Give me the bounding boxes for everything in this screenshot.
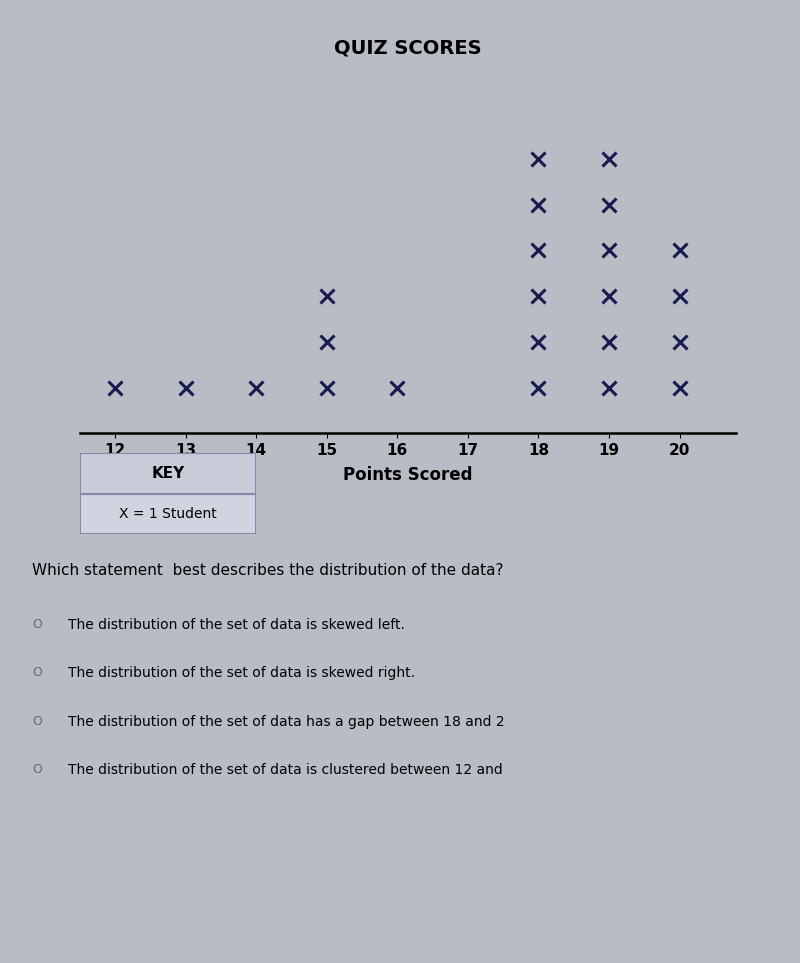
Text: KEY: KEY	[151, 465, 185, 481]
X-axis label: Points Scored: Points Scored	[343, 466, 473, 484]
Text: O: O	[32, 618, 42, 631]
Text: Which statement  best describes the distribution of the data?: Which statement best describes the distr…	[32, 563, 503, 579]
Text: The distribution of the set of data is skewed right.: The distribution of the set of data is s…	[68, 666, 415, 681]
Text: The distribution of the set of data is skewed left.: The distribution of the set of data is s…	[68, 618, 405, 633]
Title: QUIZ SCORES: QUIZ SCORES	[334, 39, 482, 58]
Text: O: O	[32, 715, 42, 727]
Text: O: O	[32, 763, 42, 775]
Bar	[80, 453, 256, 493]
Text: X = 1 Student: X = 1 Student	[119, 507, 217, 521]
Text: O: O	[32, 666, 42, 679]
Text: The distribution of the set of data is clustered between 12 and: The distribution of the set of data is c…	[68, 763, 502, 777]
Text: The distribution of the set of data has a gap between 18 and 2: The distribution of the set of data has …	[68, 715, 505, 729]
